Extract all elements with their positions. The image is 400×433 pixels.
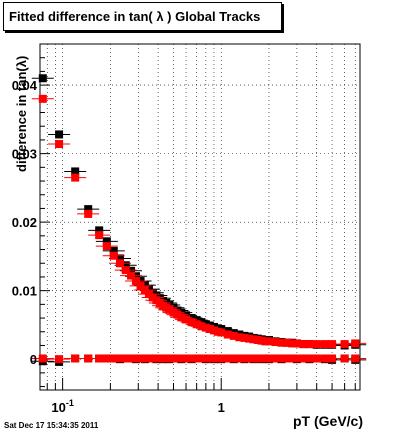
data-point [109, 246, 118, 255]
data-point [102, 237, 111, 246]
data-point [182, 315, 191, 324]
data-point [192, 316, 201, 325]
data-point [55, 355, 64, 364]
data-point [177, 313, 186, 322]
data-point [169, 308, 178, 317]
data-point [271, 338, 280, 347]
data-point [55, 130, 64, 139]
data-point [197, 322, 206, 331]
grid-lines [40, 44, 360, 390]
data-point [340, 340, 349, 349]
data-point [240, 333, 249, 342]
data-point [84, 209, 93, 218]
data-point [187, 314, 196, 323]
timestamp: Sat Dec 17 15:34:35 2011 [4, 421, 99, 430]
y-tick-label: 0 [30, 352, 37, 367]
data-point [38, 354, 47, 363]
data-point [182, 311, 191, 320]
data-point [71, 173, 80, 182]
title-box: Fitted difference in tan( λ ) Global Tra… [3, 2, 282, 31]
data-point [328, 354, 337, 363]
data-point [55, 140, 64, 149]
data-point [187, 318, 196, 327]
y-tick-label: 0.04 [12, 78, 38, 93]
data-point [217, 328, 226, 337]
x-tick-label: 10-1 [51, 398, 73, 415]
data-point [131, 272, 140, 281]
x-axis-label: pT (GeV/c) [292, 413, 363, 429]
data-point [292, 339, 301, 348]
data-point [115, 259, 124, 268]
data-point [249, 335, 258, 344]
data-point [38, 94, 47, 103]
data-point [84, 205, 93, 214]
data-point [283, 338, 292, 347]
data-point [127, 271, 136, 280]
data-point [127, 266, 136, 275]
data-point [71, 167, 80, 176]
data-markers [31, 74, 367, 366]
data-point [351, 354, 360, 363]
data-point [201, 323, 210, 332]
data-point [245, 334, 254, 343]
axis-ticks [40, 57, 356, 390]
data-point [223, 330, 232, 339]
data-point [351, 339, 360, 348]
data-point [229, 331, 238, 340]
data-point [235, 333, 244, 342]
tick-labels: 0 0.01 0.02 0.03 0.04 10-1 1 [12, 78, 225, 415]
y-tick-label: 0.03 [12, 147, 37, 162]
data-point [115, 254, 124, 263]
data-point [192, 320, 201, 329]
x-tick-label: 1 [218, 400, 225, 415]
data-point [95, 231, 104, 240]
y-tick-label: 0.02 [12, 215, 37, 230]
data-point [131, 277, 140, 286]
data-point [328, 340, 337, 349]
data-point [121, 261, 130, 270]
data-point [109, 251, 118, 260]
plot-frame [39, 43, 361, 391]
chart-title: Fitted difference in tan( λ ) Global Tra… [9, 9, 261, 24]
data-point [140, 281, 149, 290]
data-point [136, 281, 145, 290]
data-point [140, 285, 149, 294]
data-point [71, 354, 80, 363]
data-point [264, 337, 273, 346]
data-point [121, 266, 130, 275]
y-axis-label: difference in tan(λ) [14, 55, 29, 172]
y-tick-label: 0.01 [12, 284, 37, 299]
data-point [102, 242, 111, 251]
data-point [165, 305, 174, 314]
data-point [38, 74, 47, 83]
data-point [95, 226, 104, 235]
